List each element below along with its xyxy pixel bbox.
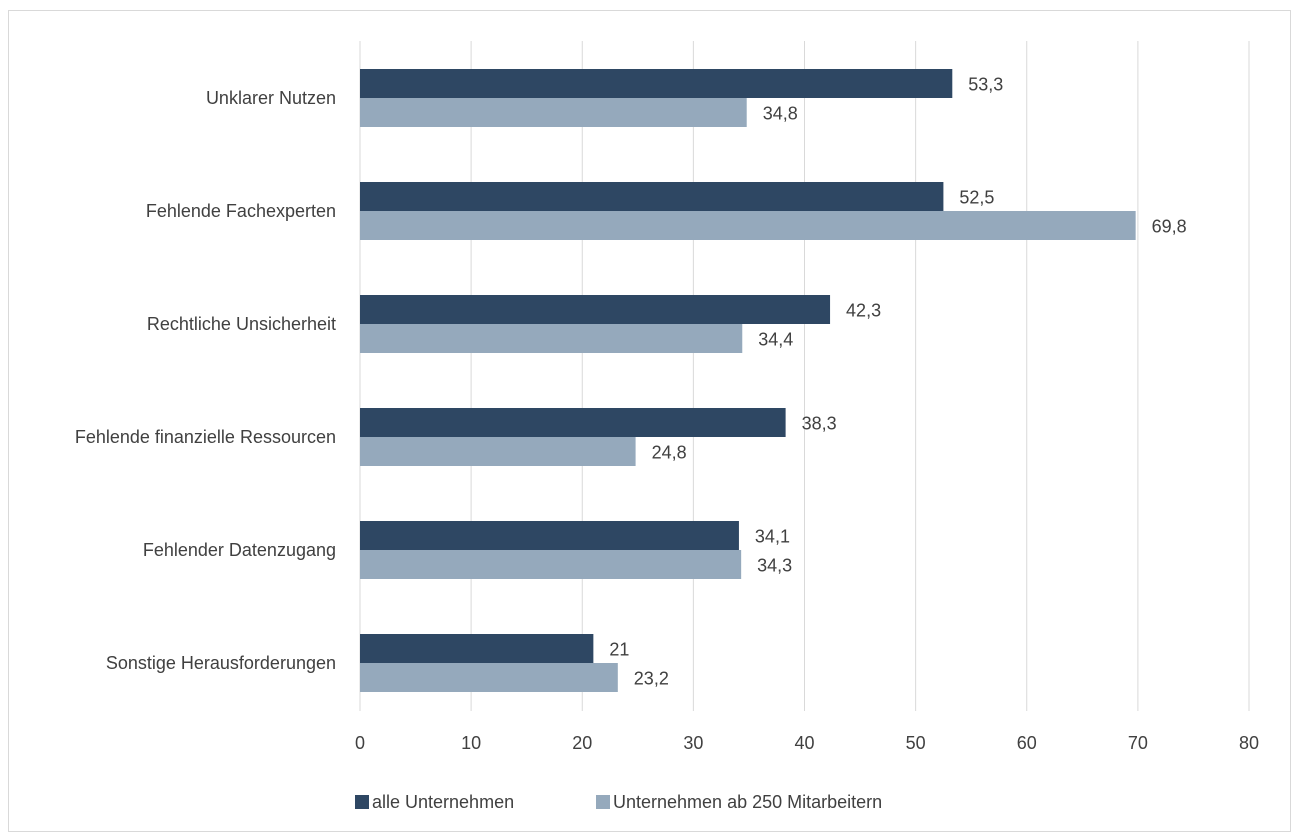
data-label: 23,2: [634, 669, 669, 689]
bar-alle-unternehmen: [360, 521, 739, 550]
bar-alle-unternehmen: [360, 408, 786, 437]
x-tick-label: 10: [461, 733, 481, 753]
data-label: 34,1: [755, 527, 790, 547]
bar-alle-unternehmen: [360, 182, 944, 211]
data-label: 24,8: [652, 443, 687, 463]
data-label: 53,3: [968, 75, 1003, 95]
bar-unternehmen-ab-250: [360, 98, 747, 127]
category-label: Sonstige Herausforderungen: [106, 653, 336, 673]
data-labels: 53,3 34,8 52,5 69,8 42,3 34,4 38,3 24,8 34,1 34,3…: [609, 75, 1186, 689]
x-tick-label: 20: [572, 733, 592, 753]
bar-alle-unternehmen: [360, 295, 831, 324]
x-tick-label: 70: [1128, 733, 1148, 753]
category-label: Fehlende Fachexperten: [146, 201, 336, 221]
x-tick-label: 0: [355, 733, 365, 753]
gridlines: [359, 41, 1250, 711]
x-axis-tick-labels: 0 10 20 30 40 50 60 70 80: [355, 733, 1259, 753]
legend-label: alle Unternehmen: [372, 792, 514, 812]
legend: alle Unternehmen Unternehmen ab 250 Mitar…: [355, 792, 882, 812]
bar-unternehmen-ab-250: [360, 437, 636, 466]
x-tick-label: 40: [794, 733, 814, 753]
chart-frame: 53,3 34,8 52,5 69,8 42,3 34,4 38,3 24,8 34,1 34,3…: [8, 10, 1291, 832]
data-label: 69,8: [1152, 217, 1187, 237]
x-tick-label: 60: [1017, 733, 1037, 753]
category-labels: Unklarer Nutzen Fehlende Fachexperten Rech…: [75, 88, 336, 673]
data-label: 52,5: [959, 188, 994, 208]
legend-swatch: [355, 795, 369, 809]
data-label: 21: [609, 640, 629, 660]
legend-label: Unternehmen ab 250 Mitarbeitern: [613, 792, 882, 812]
category-label: Fehlende finanzielle Ressourcen: [75, 427, 336, 447]
category-label: Rechtliche Unsicherheit: [147, 314, 336, 334]
x-tick-label: 30: [683, 733, 703, 753]
data-label: 38,3: [802, 414, 837, 434]
bar-alle-unternehmen: [360, 634, 594, 663]
data-label: 42,3: [846, 301, 881, 321]
x-tick-label: 80: [1239, 733, 1259, 753]
bar-unternehmen-ab-250: [360, 550, 742, 579]
data-label: 34,3: [757, 556, 792, 576]
bar-unternehmen-ab-250: [360, 663, 618, 692]
bar-chart: 53,3 34,8 52,5 69,8 42,3 34,4 38,3 24,8 34,1 34,3…: [75, 41, 1259, 812]
category-label: Fehlender Datenzugang: [143, 540, 336, 560]
bar-unternehmen-ab-250: [360, 211, 1136, 240]
x-tick-label: 50: [906, 733, 926, 753]
legend-swatch: [596, 795, 610, 809]
bar-alle-unternehmen: [360, 69, 953, 98]
bar-unternehmen-ab-250: [360, 324, 743, 353]
category-label: Unklarer Nutzen: [206, 88, 336, 108]
data-label: 34,8: [763, 104, 798, 124]
bars: [360, 69, 1136, 692]
data-label: 34,4: [758, 330, 793, 350]
